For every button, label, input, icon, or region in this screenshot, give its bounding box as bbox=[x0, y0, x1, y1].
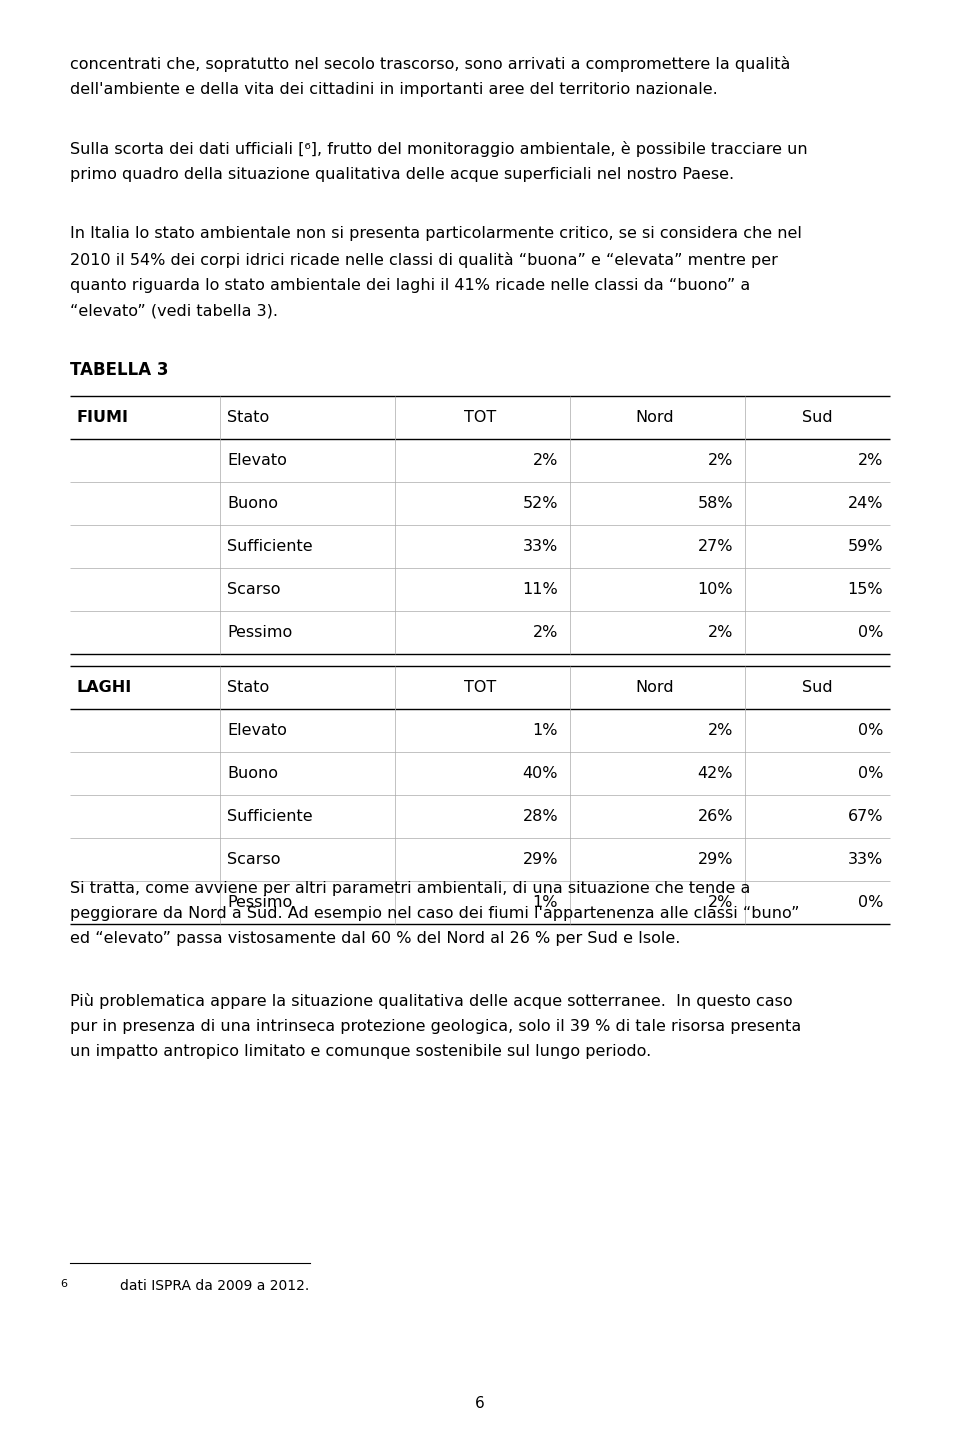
Text: 67%: 67% bbox=[848, 810, 883, 824]
Text: Sufficiente: Sufficiente bbox=[227, 538, 313, 554]
Text: 52%: 52% bbox=[522, 496, 558, 511]
Text: 0%: 0% bbox=[857, 625, 883, 640]
Text: 10%: 10% bbox=[697, 582, 733, 596]
Text: 2%: 2% bbox=[708, 895, 733, 910]
Text: Scarso: Scarso bbox=[227, 582, 280, 596]
Text: 29%: 29% bbox=[698, 852, 733, 868]
Text: 1%: 1% bbox=[533, 723, 558, 739]
Text: 2%: 2% bbox=[533, 453, 558, 469]
Text: 28%: 28% bbox=[522, 810, 558, 824]
Text: Elevato: Elevato bbox=[227, 723, 287, 739]
Text: 0%: 0% bbox=[857, 723, 883, 739]
Text: 6: 6 bbox=[60, 1278, 67, 1288]
Text: 29%: 29% bbox=[522, 852, 558, 868]
Text: Stato: Stato bbox=[227, 681, 269, 695]
Text: Si tratta, come avviene per altri parametri ambientali, di una situazione che te: Si tratta, come avviene per altri parame… bbox=[70, 881, 800, 946]
Text: Buono: Buono bbox=[227, 496, 278, 511]
Text: 24%: 24% bbox=[848, 496, 883, 511]
Text: FIUMI: FIUMI bbox=[77, 411, 129, 425]
Text: Sud: Sud bbox=[803, 681, 833, 695]
Text: concentrati che, sopratutto nel secolo trascorso, sono arrivati a compromettere : concentrati che, sopratutto nel secolo t… bbox=[70, 57, 790, 97]
Text: Più problematica appare la situazione qualitativa delle acque sotterranee.  In q: Più problematica appare la situazione qu… bbox=[70, 992, 802, 1059]
Text: 6: 6 bbox=[475, 1396, 485, 1410]
Text: 33%: 33% bbox=[523, 538, 558, 554]
Text: 40%: 40% bbox=[522, 766, 558, 781]
Text: 1%: 1% bbox=[533, 895, 558, 910]
Text: 2%: 2% bbox=[857, 453, 883, 469]
Text: 2%: 2% bbox=[708, 453, 733, 469]
Text: 11%: 11% bbox=[522, 582, 558, 596]
Text: TOT: TOT bbox=[464, 411, 496, 425]
Text: 2%: 2% bbox=[708, 723, 733, 739]
Text: Nord: Nord bbox=[636, 411, 674, 425]
Text: 2%: 2% bbox=[533, 625, 558, 640]
Text: Sulla scorta dei dati ufficiali [⁶], frutto del monitoraggio ambientale, è possi: Sulla scorta dei dati ufficiali [⁶], fru… bbox=[70, 141, 807, 183]
Text: TOT: TOT bbox=[464, 681, 496, 695]
Text: Buono: Buono bbox=[227, 766, 278, 781]
Text: Scarso: Scarso bbox=[227, 852, 280, 868]
Text: LAGHI: LAGHI bbox=[77, 681, 132, 695]
Text: Pessimo: Pessimo bbox=[227, 625, 292, 640]
Text: 27%: 27% bbox=[698, 538, 733, 554]
Text: 58%: 58% bbox=[697, 496, 733, 511]
Text: Pessimo: Pessimo bbox=[227, 895, 292, 910]
Text: 42%: 42% bbox=[698, 766, 733, 781]
Text: Sufficiente: Sufficiente bbox=[227, 810, 313, 824]
Text: Sud: Sud bbox=[803, 411, 833, 425]
Text: In Italia lo stato ambientale non si presenta particolarmente critico, se si con: In Italia lo stato ambientale non si pre… bbox=[70, 226, 802, 318]
Text: Stato: Stato bbox=[227, 411, 269, 425]
Text: 26%: 26% bbox=[698, 810, 733, 824]
Text: Elevato: Elevato bbox=[227, 453, 287, 469]
Text: 0%: 0% bbox=[857, 895, 883, 910]
Text: 33%: 33% bbox=[848, 852, 883, 868]
Text: Nord: Nord bbox=[636, 681, 674, 695]
Text: TABELLA 3: TABELLA 3 bbox=[70, 361, 169, 379]
Text: 0%: 0% bbox=[857, 766, 883, 781]
Text: dati ISPRA da 2009 a 2012.: dati ISPRA da 2009 a 2012. bbox=[120, 1278, 309, 1293]
Text: 59%: 59% bbox=[848, 538, 883, 554]
Text: 15%: 15% bbox=[848, 582, 883, 596]
Text: 2%: 2% bbox=[708, 625, 733, 640]
